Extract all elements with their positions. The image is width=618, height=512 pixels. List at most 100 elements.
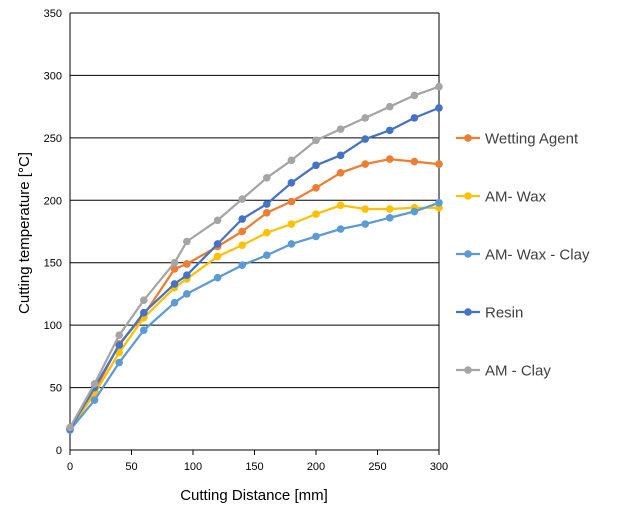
y-tick-label: 350: [44, 8, 62, 20]
series-am-clay: [66, 82, 443, 432]
data-point: [435, 104, 443, 112]
data-point: [183, 290, 191, 298]
series-resin: [66, 104, 443, 433]
legend-item: AM - Clay: [456, 363, 551, 380]
data-point: [312, 210, 320, 218]
tick-labels: 0 50 100 150 200 250 300 350 0 50 100 150 200 250 300: [44, 8, 449, 473]
data-point: [410, 207, 419, 216]
data-point: [336, 151, 345, 160]
legend-item: AM- Wax - Clay: [456, 247, 590, 264]
data-point: [140, 296, 148, 304]
legend-label: AM- Wax - Clay: [485, 247, 590, 264]
data-point: [287, 240, 296, 248]
legend: Wetting Agent AM- Wax AM- Wax - Clay Resin A…: [456, 131, 590, 380]
data-point: [386, 126, 394, 135]
data-point: [238, 215, 246, 223]
x-tick-label: 150: [245, 461, 263, 473]
gridlines: [70, 12, 439, 389]
legend-marker: [464, 250, 472, 258]
legend-item: Resin: [456, 305, 523, 322]
axes: [69, 13, 440, 455]
data-point: [66, 423, 74, 432]
data-point: [263, 251, 271, 260]
data-point: [435, 160, 443, 168]
legend-label: Wetting Agent: [485, 131, 579, 148]
legend-marker: [464, 134, 472, 142]
data-point: [115, 348, 123, 357]
data-point: [386, 205, 394, 213]
data-point: [312, 136, 320, 145]
y-tick-label: 200: [44, 195, 62, 207]
data-point: [287, 156, 296, 165]
data-point: [435, 198, 443, 207]
y-tick-label: 100: [44, 320, 62, 332]
legend-label: AM - Clay: [485, 363, 551, 380]
data-point: [361, 205, 370, 213]
data-point: [170, 258, 179, 267]
legend-label: Resin: [485, 305, 523, 322]
series-wetting-agent: [66, 155, 443, 433]
data-point: [183, 260, 191, 268]
data-point: [312, 232, 320, 241]
data-point: [170, 298, 179, 307]
data-point: [361, 160, 370, 168]
data-point: [213, 273, 222, 282]
legend-marker: [464, 308, 472, 316]
series-am-wax-clay: [66, 198, 443, 434]
data-point: [287, 197, 296, 206]
data-point: [312, 161, 320, 170]
data-point: [361, 135, 370, 143]
data-point: [170, 265, 179, 273]
data-point: [336, 169, 345, 177]
data-point: [386, 155, 394, 163]
series-line: [68, 204, 441, 430]
data-point: [312, 184, 320, 192]
data-point: [213, 252, 222, 261]
data-point: [361, 114, 370, 122]
data-point: [263, 200, 271, 208]
data-point: [263, 208, 271, 217]
data-point: [213, 216, 222, 225]
legend-label: AM- Wax: [485, 189, 547, 206]
data-point: [183, 271, 191, 280]
data-point: [263, 228, 271, 237]
x-tick-label: 50: [125, 461, 137, 473]
data-point: [90, 396, 99, 404]
data-point: [386, 102, 394, 111]
series-line: [68, 106, 441, 430]
data-point: [183, 237, 191, 246]
x-axis-title: Cutting Distance [mm]: [180, 487, 328, 504]
y-tick-label: 250: [44, 133, 62, 145]
data-point: [361, 220, 370, 228]
data-point: [115, 358, 123, 367]
legend-item: Wetting Agent: [456, 131, 579, 148]
data-point: [170, 280, 179, 288]
x-tick-label: 0: [67, 461, 73, 473]
data-point: [263, 174, 271, 182]
data-point: [238, 241, 246, 250]
legend-marker: [464, 192, 472, 200]
y-axis-title: Cutting temperature [°C]: [16, 152, 33, 314]
data-point: [213, 240, 222, 248]
data-point: [410, 91, 419, 100]
y-tick-label: 50: [50, 383, 62, 395]
data-point: [238, 227, 246, 236]
data-point: [410, 157, 419, 166]
series-line: [68, 157, 441, 430]
data-point: [336, 201, 345, 210]
data-point: [435, 82, 443, 91]
data-point: [115, 341, 123, 349]
series-am-wax: [66, 201, 443, 433]
legend-marker: [464, 366, 472, 374]
y-tick-label: 150: [44, 258, 62, 270]
data-point: [140, 326, 148, 334]
legend-item: AM- Wax: [456, 189, 547, 206]
data-point: [238, 195, 246, 203]
data-point: [90, 380, 99, 388]
x-tick-label: 250: [368, 461, 386, 473]
data-point: [386, 213, 394, 222]
data-point: [238, 261, 246, 270]
data-point: [115, 331, 123, 339]
x-tick-label: 300: [430, 461, 448, 473]
